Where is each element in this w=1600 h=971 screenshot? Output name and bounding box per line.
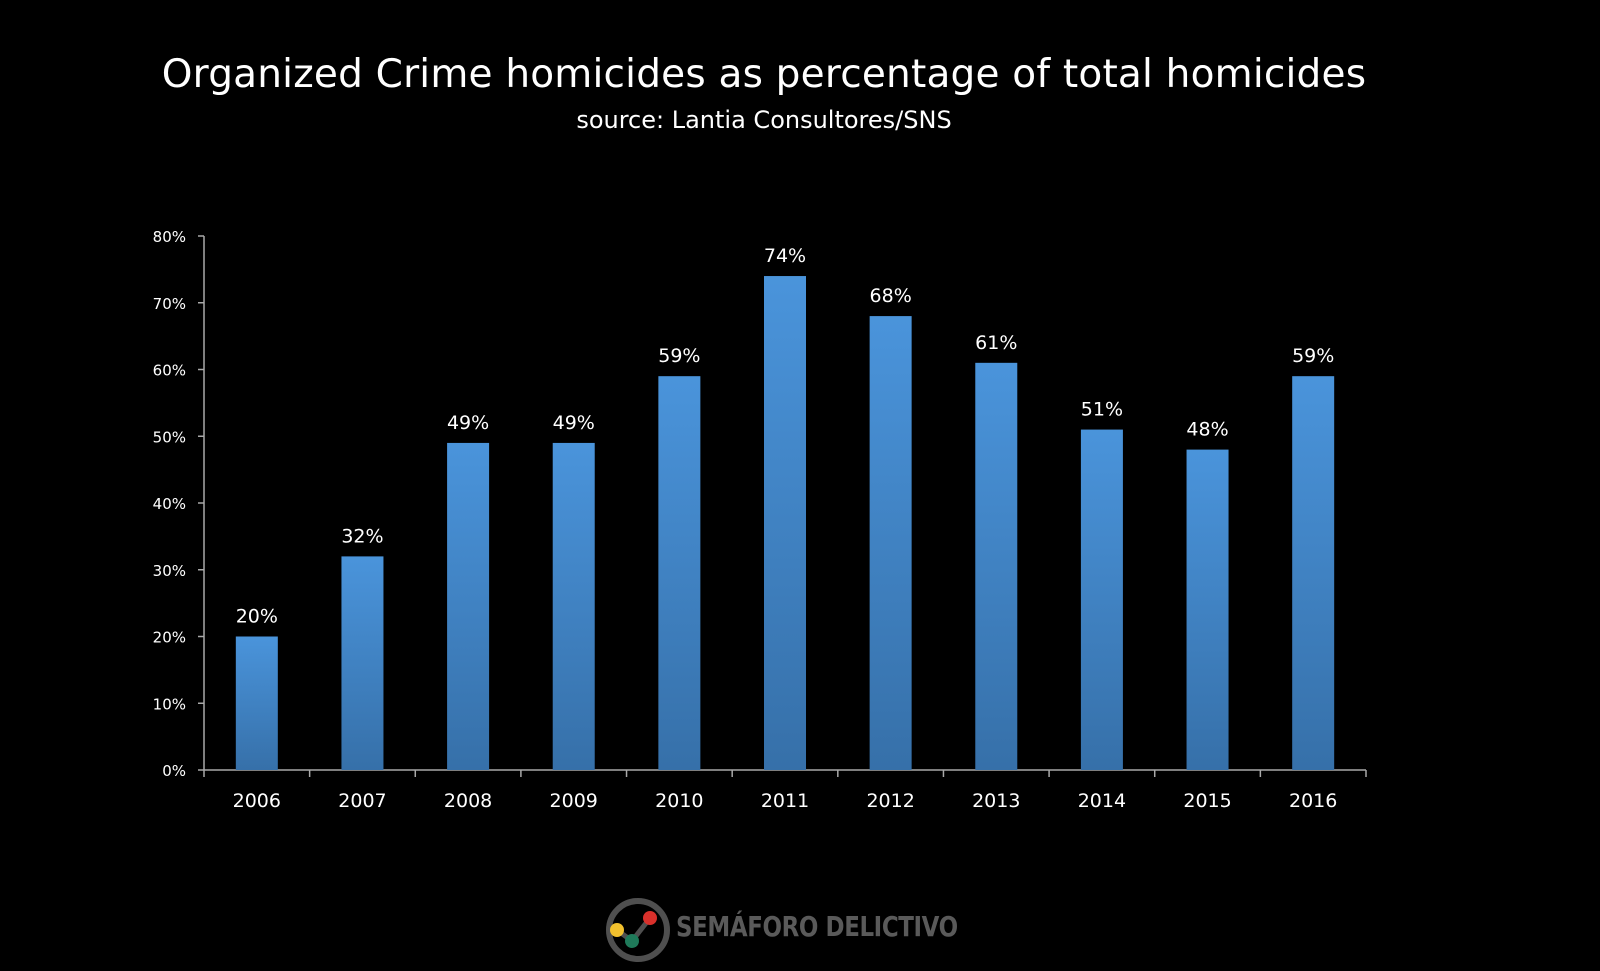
data-label: 48% xyxy=(1186,419,1228,441)
x-tick-label: 2014 xyxy=(1078,790,1126,812)
bars xyxy=(235,276,1335,770)
data-label: 61% xyxy=(975,332,1017,354)
data-label: 49% xyxy=(553,412,595,434)
data-label: 68% xyxy=(870,285,912,307)
data-label: 59% xyxy=(658,345,700,367)
y-tick-label: 30% xyxy=(153,562,186,580)
axes: 0% 10% 20% 30% 40% 50% 60% 70% 80% xyxy=(153,228,1367,780)
data-label: 49% xyxy=(447,412,489,434)
x-tick-label: 2011 xyxy=(761,790,809,812)
bar-2015 xyxy=(1186,449,1229,770)
x-tick-label: 2012 xyxy=(866,790,914,812)
y-tick-label: 80% xyxy=(153,228,186,246)
data-label: 74% xyxy=(764,245,806,267)
chart-subtitle: source: Lantia Consultores/SNS xyxy=(576,106,952,134)
data-label: 20% xyxy=(236,606,278,628)
bar-2014 xyxy=(1080,429,1123,770)
y-tick-label: 50% xyxy=(153,428,186,446)
data-label: 59% xyxy=(1292,345,1334,367)
bar-2007 xyxy=(341,556,384,770)
x-tick-label: 2015 xyxy=(1183,790,1231,812)
y-tick-label: 10% xyxy=(153,695,186,713)
bar-2009 xyxy=(552,442,595,770)
bar-2013 xyxy=(975,362,1018,770)
labels: 2006 20% 2007 32% 2008 49% 2009 49% 2010 59% 2011 7… xyxy=(233,245,1338,812)
y-tick-label: 20% xyxy=(153,629,186,647)
x-tick-label: 2006 xyxy=(233,790,281,812)
y-tick-label: 40% xyxy=(153,495,186,513)
bar-2010 xyxy=(658,376,701,770)
x-tick-label: 2008 xyxy=(444,790,492,812)
y-tick-label: 0% xyxy=(162,762,186,780)
data-label: 51% xyxy=(1081,399,1123,421)
y-tick-label: 60% xyxy=(153,362,186,380)
bar-2012 xyxy=(869,316,912,770)
x-tick-label: 2009 xyxy=(550,790,598,812)
logo-text: SEMÁFORO DELICTIVO xyxy=(676,910,958,943)
y-tick-label: 70% xyxy=(153,295,186,313)
chart-title: Organized Crime homicides as percentage … xyxy=(161,52,1367,97)
x-tick-label: 2013 xyxy=(972,790,1020,812)
data-label: 32% xyxy=(341,525,383,547)
x-tick-label: 2007 xyxy=(338,790,386,812)
bar-2008 xyxy=(447,442,490,770)
bar-2011 xyxy=(764,276,806,770)
x-tick-label: 2010 xyxy=(655,790,703,812)
x-tick-label: 2016 xyxy=(1289,790,1337,812)
semaforo-logo-icon xyxy=(606,898,670,962)
bar-2016 xyxy=(1292,376,1335,770)
semaforo-logo: SEMÁFORO DELICTIVO xyxy=(604,896,984,964)
bar-2006 xyxy=(235,636,278,770)
